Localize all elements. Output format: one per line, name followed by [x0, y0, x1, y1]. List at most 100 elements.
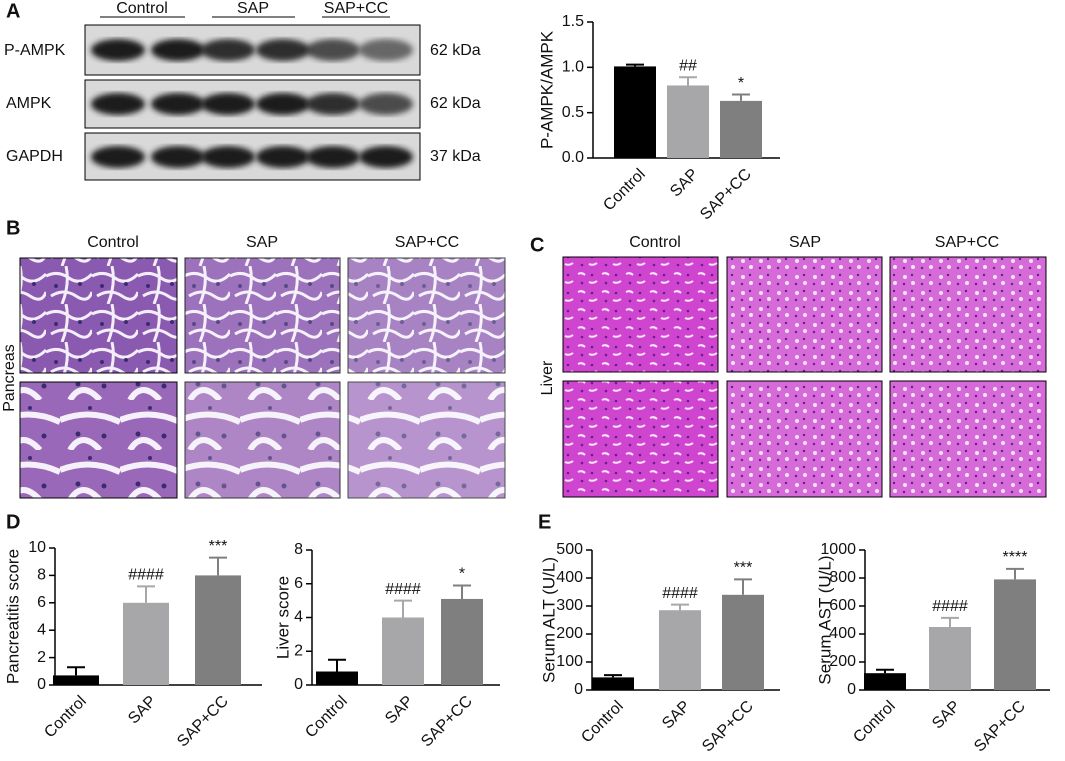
- x-tick-label: SAP+CC: [971, 698, 1029, 756]
- bar: [316, 671, 358, 685]
- y-tick-label: 500: [556, 541, 583, 558]
- error-bar: [671, 603, 689, 611]
- error-bar: [1006, 567, 1024, 580]
- x-tick-label: SAP+CC: [418, 693, 476, 751]
- x-tick-label: Control: [578, 698, 627, 747]
- y-tick-label: 2: [37, 649, 46, 666]
- panel-label: D: [6, 511, 20, 533]
- y-tick-label: 0.0: [562, 149, 584, 166]
- blot-band: [359, 93, 413, 115]
- error-bar: [209, 556, 227, 576]
- error-bar: [137, 585, 155, 603]
- y-tick-label: 400: [556, 569, 583, 586]
- blot-band: [151, 146, 205, 168]
- histology-image: [184, 257, 341, 374]
- blot-band: [306, 39, 360, 61]
- x-tick-label: SAP+CC: [697, 166, 755, 224]
- histology-image: [562, 380, 719, 498]
- y-tick-label: 600: [829, 597, 856, 614]
- bar: [53, 675, 99, 685]
- y-tick-label: 0: [37, 676, 46, 693]
- size-label: 62 kDa: [430, 42, 481, 59]
- bar: [659, 610, 701, 690]
- panel-label: B: [6, 217, 20, 239]
- y-tick-label: 2: [294, 642, 303, 659]
- error-bar: [679, 76, 697, 86]
- error-bar: [732, 93, 750, 101]
- panel-label: A: [6, 0, 20, 22]
- error-bar: [941, 616, 959, 627]
- group-label: Control: [116, 0, 168, 17]
- error-bar: [394, 599, 412, 618]
- y-tick-label: 0: [574, 681, 583, 698]
- bar: [929, 627, 971, 690]
- bar: [592, 677, 634, 690]
- x-tick-label: SAP: [659, 698, 694, 733]
- y-tick-label: 4: [37, 621, 46, 638]
- histology-image: [347, 381, 506, 499]
- error-bar: [876, 668, 894, 674]
- y-tick-label: 1.5: [562, 13, 584, 30]
- significance: ####: [932, 598, 968, 615]
- x-tick-label: Control: [600, 166, 649, 215]
- x-tick-label: Control: [302, 693, 351, 742]
- histology-image: [726, 380, 883, 498]
- y-tick-label: 800: [829, 569, 856, 586]
- x-tick-label: SAP: [929, 698, 964, 733]
- histology-image: [19, 257, 178, 374]
- histology-image: [562, 256, 719, 373]
- western-blot: [84, 16, 421, 181]
- y-tick-label: 8: [37, 567, 46, 584]
- bar: [667, 85, 709, 158]
- column-label: SAP+CC: [395, 234, 459, 251]
- x-tick-label: Control: [41, 693, 90, 742]
- bar: [614, 66, 656, 158]
- significance: ****: [1003, 549, 1028, 566]
- y-tick-label: 100: [556, 653, 583, 670]
- bar: [441, 598, 483, 685]
- x-tick-label: SAP: [382, 693, 417, 728]
- blot-band: [359, 39, 413, 61]
- bar: [195, 575, 241, 685]
- x-tick-label: SAP: [667, 166, 702, 201]
- significance: ####: [128, 567, 164, 584]
- protein-label: AMPK: [6, 95, 52, 112]
- bar: [123, 602, 169, 685]
- significance: ####: [385, 581, 421, 598]
- error-bar: [734, 578, 752, 595]
- y-axis-label: P-AMPK/AMPK: [537, 30, 556, 149]
- y-tick-label: 400: [829, 625, 856, 642]
- column-label: SAP: [246, 234, 278, 251]
- y-tick-label: 1000: [820, 541, 856, 558]
- histology-image: [726, 256, 883, 373]
- blot-band: [306, 146, 360, 168]
- y-tick-label: 200: [556, 625, 583, 642]
- blot-band: [201, 39, 255, 61]
- significance: ##: [679, 58, 697, 75]
- y-tick-label: 1.0: [562, 59, 584, 76]
- y-tick-label: 300: [556, 597, 583, 614]
- blot-band: [91, 146, 145, 168]
- error-bar: [328, 658, 346, 672]
- tissue-label: Liver: [539, 360, 556, 395]
- histology-image: [347, 257, 506, 374]
- blot-band: [256, 146, 310, 168]
- histology-b: [19, 257, 506, 499]
- x-tick-label: SAP: [125, 693, 160, 728]
- significance: *: [459, 566, 465, 583]
- blot-band: [306, 93, 360, 115]
- bar: [722, 594, 764, 690]
- histology-image: [19, 381, 178, 499]
- histology-c: [562, 256, 1047, 498]
- y-tick-label: 0: [847, 681, 856, 698]
- y-axis-label: Pancreatitis score: [3, 549, 22, 684]
- blot-band: [256, 39, 310, 61]
- bar: [864, 673, 906, 690]
- size-label: 37 kDa: [430, 148, 481, 165]
- tissue-label: Pancreas: [1, 344, 18, 412]
- y-tick-label: 8: [294, 541, 303, 558]
- protein-label: P-AMPK: [4, 42, 66, 59]
- y-tick-label: 4: [294, 609, 303, 626]
- bar: [382, 617, 424, 685]
